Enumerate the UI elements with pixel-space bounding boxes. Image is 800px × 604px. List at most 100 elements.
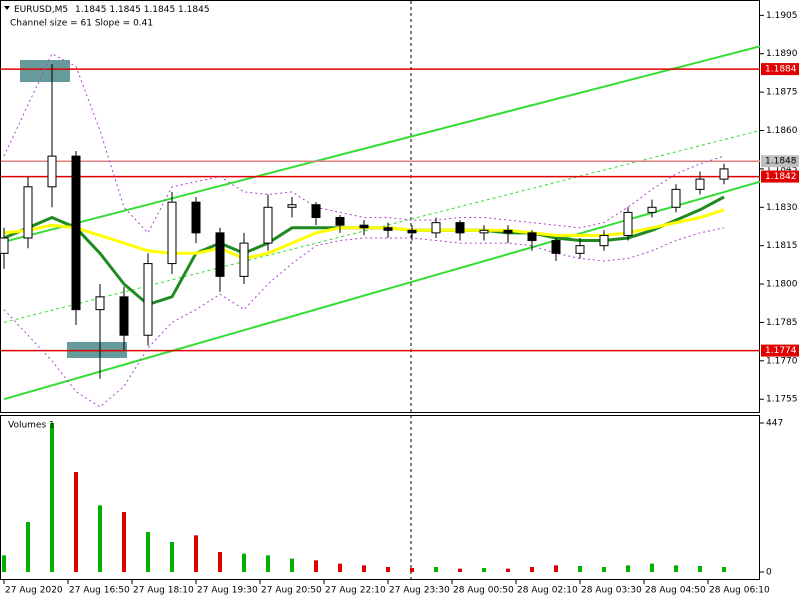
candle-body [527, 232, 537, 242]
y-tick-label: 1.1755 [766, 395, 798, 405]
volume-bar [362, 565, 366, 572]
candle [47, 63, 57, 208]
candle-body [671, 188, 681, 208]
candle-body [335, 217, 345, 226]
candle [335, 214, 345, 233]
y-tick-label: 0 [766, 568, 772, 578]
volume-bar [554, 565, 558, 572]
candle-body [191, 201, 201, 234]
candle-body [71, 155, 81, 311]
volume-bar [482, 568, 486, 572]
candle [0, 227, 9, 269]
y-tick-label: 1.1845 [766, 164, 798, 174]
volume-bar [2, 555, 6, 572]
y-tick-label: 1.1800 [766, 280, 798, 290]
y-tick-label: 447 [766, 419, 783, 429]
volume-bar [50, 423, 54, 572]
indicator-line [3, 227, 725, 408]
volume-bar [722, 567, 726, 572]
candle-body [623, 211, 633, 236]
candle [695, 171, 705, 195]
y-tick-label: 1.1890 [766, 49, 798, 59]
volume-bar [170, 542, 174, 572]
candle-body [95, 296, 105, 311]
candle [527, 230, 537, 251]
candle [383, 222, 393, 238]
candle [23, 176, 33, 249]
candle-body [383, 227, 393, 231]
menu-arrow [4, 6, 10, 10]
volume-bar [218, 552, 222, 572]
candle-body [503, 229, 513, 234]
marks [0, 14, 764, 584]
x-tick-label: 28 Aug 04:50 [645, 586, 706, 596]
volume-bar [410, 568, 414, 572]
candle [143, 253, 153, 346]
x-tick-label: 28 Aug 06:10 [709, 586, 770, 596]
volume-bar [674, 565, 678, 572]
x-tick-label: 28 Aug 03:30 [581, 586, 642, 596]
x-tick-label: 27 Aug 18:10 [133, 586, 194, 596]
channel-line [3, 130, 761, 323]
candle [95, 284, 105, 379]
volume-bar [242, 553, 246, 572]
level-label-bg [761, 155, 799, 168]
level-label-bg [761, 63, 799, 76]
candle [167, 191, 177, 274]
candle-body [239, 242, 249, 277]
level-label: 1.1884 [765, 65, 797, 75]
candle-body [23, 186, 33, 239]
channel-line [3, 45, 761, 243]
level-label-bg [761, 170, 799, 183]
volume-bar [122, 512, 126, 572]
candle-body [215, 232, 225, 277]
volume-bar [146, 532, 150, 572]
quote: 1.1845 1.1845 1.1845 1.1845 [75, 5, 210, 15]
annotation: Channel size = 61 Slope = 0.41 [10, 19, 153, 29]
channel-line [3, 180, 761, 401]
candle-body [47, 155, 57, 188]
candle [407, 225, 417, 241]
candle [359, 220, 369, 236]
candle-body [263, 206, 273, 244]
price-panel [0, 0, 760, 413]
volume-bar [314, 560, 318, 572]
indicator-line [3, 53, 725, 234]
candle-body [431, 222, 441, 234]
x-tick-label: 27 Aug 23:30 [389, 586, 450, 596]
volume-bar [458, 568, 462, 572]
candle-body [455, 222, 465, 234]
volume-bar [578, 566, 582, 572]
candle [311, 202, 321, 226]
candle [623, 207, 633, 241]
candle [71, 150, 81, 325]
candle [503, 225, 513, 244]
zone-box [20, 60, 70, 82]
y-tick-label: 1.1785 [766, 318, 798, 328]
level-label: 1.1848 [765, 157, 797, 167]
volume-bar [26, 522, 30, 572]
volume-bar [650, 563, 654, 572]
candle-body [0, 237, 9, 254]
x-tick-label: 27 Aug 22:10 [325, 586, 386, 596]
chart-header: EURUSD,M5 1.1845 1.1845 1.1845 1.1845 [14, 5, 210, 15]
y-tick-label: 1.1815 [766, 241, 798, 251]
candle [287, 197, 297, 218]
candle [215, 227, 225, 292]
x-tick-label: 27 Aug 2020 [5, 586, 63, 596]
candle-body [287, 204, 297, 208]
chart-title: EURUSD,M5 [14, 5, 68, 15]
volume-bar [266, 555, 270, 572]
candle [119, 286, 129, 351]
volume-title: Volumes 1 [8, 421, 55, 431]
level-label-bg [761, 344, 799, 357]
candle-body [167, 201, 177, 265]
candle [647, 199, 657, 218]
candle-body [719, 168, 729, 180]
volume-bar [626, 565, 630, 572]
y-tick-label: 1.1875 [766, 88, 798, 98]
volume-bar [74, 472, 78, 572]
volume-bar [386, 567, 390, 572]
candle-body [119, 296, 129, 336]
